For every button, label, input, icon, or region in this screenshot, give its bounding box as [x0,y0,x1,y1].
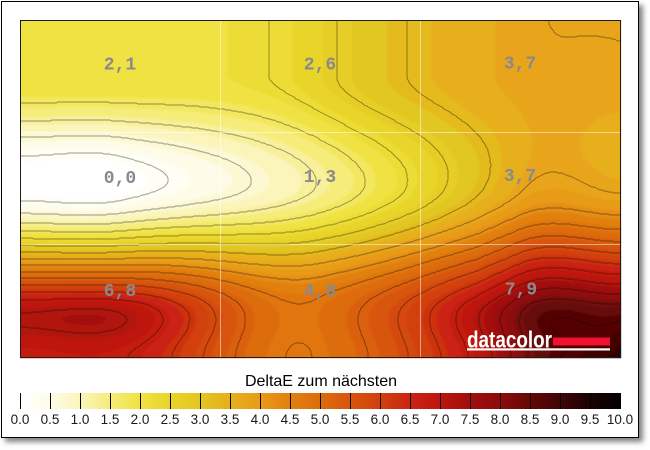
svg-text:7,9: 7,9 [505,281,537,301]
svg-text:2,6: 2,6 [304,56,336,76]
svg-text:3,7: 3,7 [504,55,536,75]
svg-text:0,0: 0,0 [104,169,136,189]
svg-text:2,1: 2,1 [104,56,137,76]
svg-text:3,7: 3,7 [504,167,536,187]
svg-text:4,8: 4,8 [304,282,336,302]
svg-text:6,8: 6,8 [104,282,136,302]
svg-text:1,3: 1,3 [304,168,336,188]
svg-text:datacolor: datacolor [467,327,552,353]
